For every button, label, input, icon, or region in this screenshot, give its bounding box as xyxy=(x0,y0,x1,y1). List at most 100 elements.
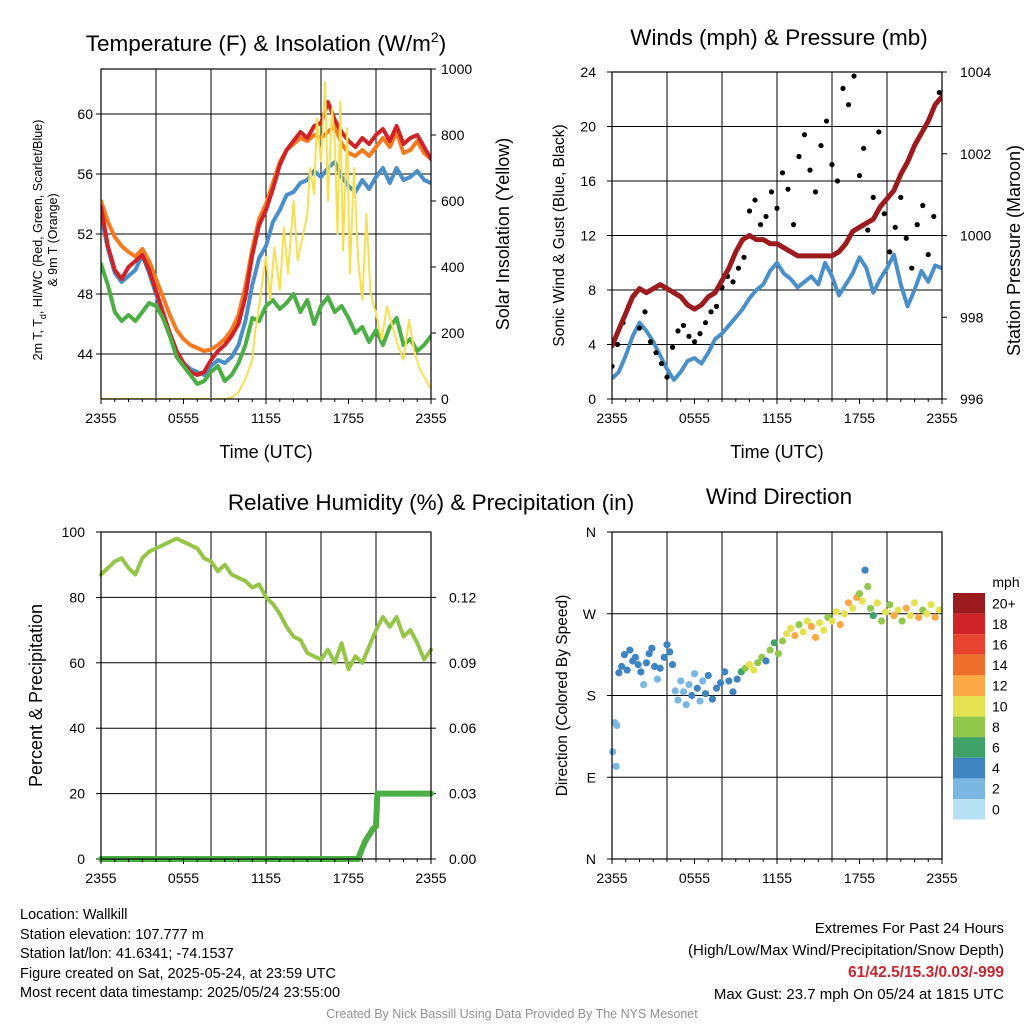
gust-point xyxy=(779,170,786,176)
insolation-y-tick-label: 0 xyxy=(441,391,449,407)
gust-point xyxy=(856,172,863,179)
direction-point xyxy=(729,688,737,696)
gust-point xyxy=(834,178,841,184)
direction-chart-title: Wind Direction xyxy=(706,484,852,509)
station-info: Location: Wallkill Station elevation: 10… xyxy=(20,906,340,1004)
rh-y-tick-label: 0 xyxy=(77,851,85,867)
relative-humidity-series xyxy=(99,536,433,672)
direction-point xyxy=(869,611,877,620)
gust-point xyxy=(708,309,714,315)
gust-point xyxy=(730,279,736,285)
direction-point xyxy=(682,700,690,709)
direction-y-tick-label: W xyxy=(583,606,597,622)
gust-point xyxy=(876,129,882,135)
gust-point xyxy=(669,344,676,350)
temp-y-tick-label: 56 xyxy=(77,166,93,182)
direction-point xyxy=(717,679,725,687)
direction-point xyxy=(712,684,721,692)
direction-point xyxy=(642,659,650,667)
direction-point xyxy=(688,691,696,700)
direction-point xyxy=(873,599,881,607)
colorbar-swatch xyxy=(953,634,985,655)
direction-y-tick-label: S xyxy=(587,688,596,704)
direction-point xyxy=(915,613,923,621)
colorbar-label: 14 xyxy=(992,657,1008,673)
direction-point xyxy=(778,637,787,645)
direction-point xyxy=(787,624,795,632)
insolation-y-tick-label: 600 xyxy=(441,193,465,209)
direction-point xyxy=(886,601,894,609)
direction-point xyxy=(931,613,939,621)
gust-point xyxy=(851,73,857,79)
direction-point xyxy=(651,662,659,671)
temp-y-tick-label: 44 xyxy=(77,346,93,362)
wind-x-tick-label: 0555 xyxy=(679,410,710,426)
temp-x-tick-label: 1155 xyxy=(251,410,281,426)
direction-point xyxy=(618,662,626,671)
direction-point xyxy=(666,648,674,656)
direction-point xyxy=(783,630,791,638)
direction-point xyxy=(770,639,778,647)
wind-y-tick-label: 12 xyxy=(580,228,596,244)
direction-point xyxy=(645,650,653,658)
gust-point xyxy=(658,360,665,367)
precip-y-tick-label: 0.09 xyxy=(449,655,476,671)
direction-point xyxy=(648,644,656,652)
colorbar-label: 2 xyxy=(992,781,1000,797)
colorbar-swatch xyxy=(953,613,985,635)
direction-point xyxy=(674,696,682,704)
gust-point xyxy=(887,249,893,255)
wind-y-tick-label: 4 xyxy=(588,337,596,353)
rh-x-tick-label: 2355 xyxy=(415,870,446,886)
direction-point xyxy=(898,617,906,625)
rh-chart-title: Relative Humidity (%) & Precipitation (i… xyxy=(228,490,634,515)
direction-point xyxy=(935,606,943,614)
direction-y-tick-label: N xyxy=(586,524,596,540)
gust-point xyxy=(686,333,692,339)
gust-point xyxy=(757,222,764,228)
direction-point xyxy=(620,651,628,659)
temp-y-tick-label: 48 xyxy=(77,286,93,302)
gust-point xyxy=(763,213,769,220)
gust-point xyxy=(920,202,926,209)
direction-point xyxy=(923,610,931,618)
gust-point xyxy=(807,167,813,173)
direction-point xyxy=(653,675,661,683)
speed-colorbar: mph 20+ 18 16 14 12 10 8 6 4 2 0 xyxy=(953,574,1020,820)
direction-point xyxy=(877,617,886,625)
gust-point xyxy=(870,194,876,200)
temp-x-tick-label: 1755 xyxy=(333,410,364,426)
precip-y-tick-label: 0.03 xyxy=(449,786,476,802)
gust-point xyxy=(881,211,887,217)
temp-y-axis-label-line2: & 9m T (Orange) xyxy=(46,193,60,286)
direction-point xyxy=(660,653,668,661)
dir-x-tick-label: 1755 xyxy=(844,870,875,886)
temp-title-end: ) xyxy=(439,31,447,56)
pressure-y-tick-label: 1002 xyxy=(960,146,991,162)
rh-x-tick-label: 1755 xyxy=(333,870,364,886)
gust-point xyxy=(768,189,775,195)
direction-point xyxy=(791,631,799,640)
direction-point xyxy=(701,690,710,698)
direction-point xyxy=(640,681,648,689)
dir-x-tick-label: 1155 xyxy=(762,870,792,886)
direction-point xyxy=(615,669,623,677)
pressure-y-tick-label: 996 xyxy=(960,391,984,407)
colorbar-swatch xyxy=(953,654,985,676)
direction-point xyxy=(866,604,875,612)
direction-point xyxy=(725,677,733,685)
direction-point xyxy=(820,626,828,634)
gust-point xyxy=(818,142,824,149)
gust-point xyxy=(612,363,615,369)
dir-x-tick-label: 0555 xyxy=(679,870,710,886)
colorbar-swatch xyxy=(953,737,985,758)
direction-point xyxy=(693,684,701,692)
gust-point xyxy=(774,205,780,211)
precip-y-tick-label: 0.00 xyxy=(449,851,476,867)
sonic-wind-series xyxy=(612,252,942,382)
direction-point xyxy=(811,633,820,641)
direction-point xyxy=(890,611,898,620)
direction-point xyxy=(656,664,664,672)
gust-point xyxy=(653,350,659,356)
